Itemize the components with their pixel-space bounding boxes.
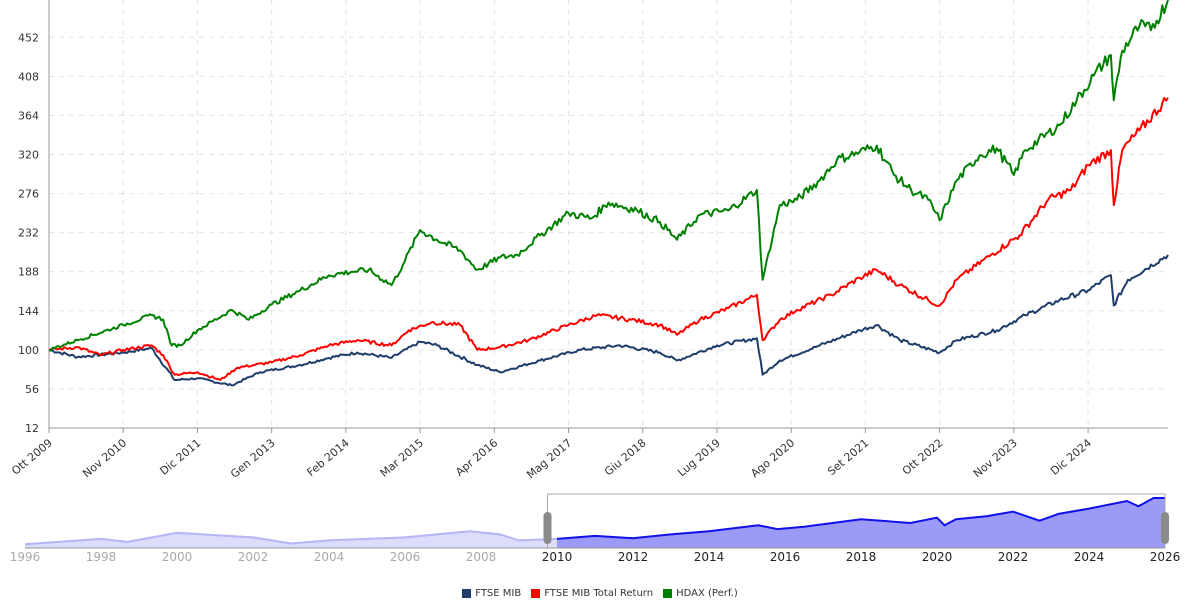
legend-label: FTSE MIB Total Return [544,588,654,599]
legend-label: FTSE MIB [475,588,522,599]
x-tick-label: Ago 2020 [748,436,797,480]
y-tick-label: 408 [18,70,39,83]
y-tick-label: 364 [18,109,39,122]
navigator-tick-label: 2004 [314,550,345,564]
y-tick-label: 56 [25,383,39,396]
legend-item-ftse-mib[interactable]: FTSE MIB [462,588,521,599]
y-tick-label: 320 [18,149,39,162]
navigator-handle-right[interactable] [1161,512,1169,544]
legend-swatch [663,589,673,598]
navigator-unselected-line [24,530,558,546]
navigator-tick-label: 2000 [162,550,193,564]
y-tick-label: 12 [25,422,39,435]
series-line-ftse-mib [48,254,1169,387]
navigator-tick-label: 2020 [922,550,953,564]
legend-item-ftse-mib-total-return[interactable]: FTSE MIB Total Return [531,588,653,599]
y-tick-label: 100 [18,344,39,357]
legend-swatch [531,589,541,598]
y-tick-label: 232 [18,227,39,240]
y-tick-label: 144 [18,305,39,318]
series-line-ftse-mib-total-return [48,97,1169,381]
legend: FTSE MIB FTSE MIB Total Return HDAX (Per… [0,588,1200,599]
x-tick-label: Dic 2011 [157,436,203,478]
navigator-tick-label: 2022 [998,550,1029,564]
x-tick-label: Nov 2023 [971,436,1020,480]
x-tick-label: Lug 2019 [675,436,723,479]
navigator-tick-label: 2006 [390,550,421,564]
legend-label: HDAX (Perf.) [676,588,738,599]
navigator-tick-label: 1996 [10,550,41,564]
navigator-tick-label: 1998 [86,550,117,564]
x-tick-label: Nov 2010 [80,436,129,480]
x-tick-label: Mar 2015 [378,436,426,480]
navigator-tick-label: 2012 [618,550,649,564]
navigator-selected-line [556,497,1165,540]
series-line-hdax-perf- [48,0,1169,352]
y-tick-label: 452 [18,31,39,44]
navigator-selected-area [557,498,1165,548]
y-tick-label: 276 [18,188,39,201]
x-tick-label: Ott 2022 [900,436,946,477]
navigator-tick-label: 2018 [846,550,877,564]
x-tick-label: Mag 2017 [524,436,574,481]
navigator-tick-label: 2010 [542,550,573,564]
legend-swatch [462,589,472,598]
x-tick-label: Giu 2018 [602,436,649,478]
navigator-unselected-area [25,531,557,548]
navigator-handle-left[interactable] [543,512,552,544]
navigator-tick-label: 2016 [770,550,801,564]
navigator-tick-label: 2024 [1074,550,1105,564]
x-tick-label: Apr 2016 [453,436,500,478]
navigator-tick-label: 2002 [238,550,269,564]
x-tick-label: Gen 2013 [228,436,278,481]
legend-item-hdax[interactable]: HDAX (Perf.) [663,588,738,599]
x-tick-label: Ott 2009 [9,436,55,477]
navigator-tick-label: 2026 [1150,550,1181,564]
x-tick-label: Feb 2014 [304,436,351,479]
x-tick-label: Dic 2024 [1048,436,1094,478]
navigator-tick-label: 2008 [466,550,497,564]
x-tick-label: Set 2021 [825,436,871,478]
navigator-tick-label: 2014 [694,550,725,564]
y-tick-label: 188 [18,266,39,279]
